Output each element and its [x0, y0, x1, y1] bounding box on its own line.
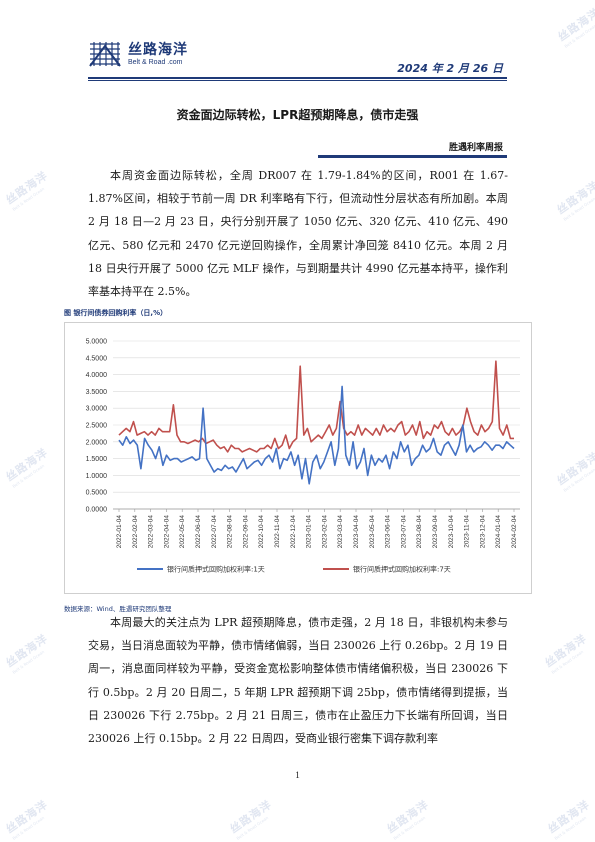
section-divider: [318, 155, 507, 158]
header-divider: [88, 77, 507, 81]
x-tick-label: 2022-02-04: [132, 515, 139, 549]
watermark: 丝路海洋 Belt & Road Ocean: [542, 631, 590, 675]
figure-caption: 图 银行间债券回购利率（日,%）: [64, 309, 168, 317]
x-tick-label: 2023-12-04: [479, 515, 486, 549]
watermark: 丝路海洋 Belt & Road Ocean: [3, 797, 51, 841]
watermark: 丝路海洋 Belt & Road Ocean: [554, 178, 595, 222]
y-tick-label: 0.5000: [86, 490, 108, 497]
x-tick-label: 2023-01-04: [306, 515, 313, 549]
x-tick-label: 2023-05-04: [369, 515, 376, 549]
paragraph: 本周资金面边际转松，全周 DR007 在 1.79-1.84%的区间，R001 …: [88, 169, 508, 299]
x-tick-label: 2022-05-04: [179, 515, 186, 549]
x-tick-label: 2022-11-04: [274, 515, 281, 548]
watermark: 丝路海洋 Belt & Road Ocean: [545, 797, 593, 841]
brand-name: 丝路海洋: [128, 41, 188, 58]
y-tick-label: 1.0000: [86, 473, 108, 480]
y-tick-label: 3.5000: [86, 389, 108, 396]
legend-label: 银行间质押式回购加权利率:1天: [167, 565, 265, 574]
x-tick-label: 2023-07-04: [400, 515, 407, 549]
x-tick-label: 2023-03-04: [337, 515, 344, 549]
watermark: 丝路海洋 Belt & Road Ocean: [554, 449, 595, 493]
x-tick-label: 2023-09-04: [432, 515, 439, 549]
y-tick-label: 4.0000: [86, 372, 108, 379]
x-tick-label: 2022-03-04: [148, 515, 155, 549]
x-tick-label: 2022-08-04: [227, 515, 234, 549]
series-7d-line: [118, 360, 514, 453]
x-tick-label: 2023-10-04: [448, 515, 455, 549]
y-tick-label: 4.5000: [86, 355, 108, 362]
x-tick-label: 2023-11-04: [464, 515, 471, 548]
x-tick-label: 2022-04-04: [163, 515, 170, 549]
x-tick-label: 2022-09-04: [242, 515, 249, 549]
paragraph: 本周最大的关注点为 LPR 超预期降息，债市走强，2 月 18 日，非银机构未参…: [88, 616, 508, 746]
y-tick-label: 1.5000: [86, 456, 108, 463]
x-tick-label: 2023-08-04: [416, 515, 423, 549]
repo-rate-chart: 0.0000 0.5000 1.0000 1.5000 2.0000 2.5000 3.00…: [64, 322, 532, 594]
watermark: 丝路海洋 Belt & Road Ocean: [555, 5, 595, 49]
x-tick-label: 2024-01-04: [495, 515, 502, 549]
x-tick-label: 2022-06-04: [195, 515, 202, 549]
brand-logo: 丝路海洋 Belt & Road .com: [88, 40, 188, 68]
report-date: 2024 年 2 月 26 日: [397, 62, 503, 75]
watermark: 丝路海洋 Belt & Road Ocean: [3, 168, 51, 212]
x-tick-label: 2023-04-04: [353, 515, 360, 549]
document-title: 资金面边际转松，LPR超预期降息，债市走强: [176, 108, 419, 122]
page-number: 1: [295, 770, 300, 780]
watermark: 丝路海洋 Belt & Road Ocean: [3, 445, 51, 489]
y-tick-label: 0.0000: [86, 507, 108, 514]
figure-source: 数据来源：Wind、胜遇研究团队整理: [64, 605, 172, 613]
watermark: 丝路海洋 Belt & Road Ocean: [227, 797, 275, 841]
legend-label: 银行间质押式回购加权利率:7天: [353, 565, 451, 574]
x-tick-label: 2023-06-04: [385, 515, 392, 549]
watermark: 丝路海洋 Belt & Road Ocean: [384, 797, 432, 841]
brand-subtitle: Belt & Road .com: [128, 58, 183, 66]
x-tick-label: 2022-12-04: [290, 515, 297, 549]
watermark: 丝路海洋 Belt & Road Ocean: [3, 631, 51, 675]
chart-canvas: 0.0000 0.5000 1.0000 1.5000 2.0000 2.5000 3.00…: [86, 339, 520, 574]
series-1d-line: [118, 385, 515, 485]
x-tick-label: 2022-01-04: [116, 515, 123, 549]
y-tick-label: 2.0000: [86, 439, 108, 446]
x-tick-label: 2023-02-04: [321, 515, 328, 549]
x-tick-label: 2024-02-04: [511, 515, 518, 549]
globe-grid-icon: [88, 40, 122, 68]
x-tick-label: 2022-07-04: [211, 515, 218, 549]
section-tag: 胜遇利率周报: [448, 143, 503, 153]
y-tick-label: 2.5000: [86, 423, 108, 430]
y-tick-label: 5.0000: [86, 339, 108, 346]
y-tick-label: 3.0000: [86, 406, 108, 413]
x-tick-label: 2022-10-04: [258, 515, 265, 549]
